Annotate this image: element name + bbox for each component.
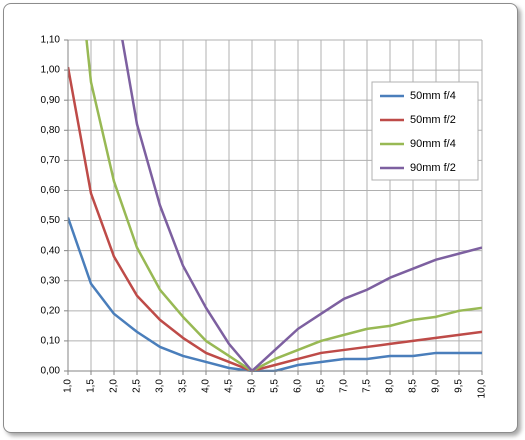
x-tick-label: 3,0	[155, 379, 166, 393]
x-tick-label: 5,5	[270, 379, 281, 393]
x-tick-label: 1,0	[63, 379, 74, 393]
x-tick-label: 1,5	[86, 379, 97, 393]
legend-label: 50mm f/4	[410, 90, 456, 102]
y-tick-label: 0,20	[41, 305, 61, 316]
x-tick-label: 3,5	[178, 379, 189, 393]
y-tick-label: 0,90	[41, 95, 61, 106]
y-tick-label: 0,30	[41, 275, 61, 286]
legend-label: 90mm f/4	[410, 138, 456, 150]
x-tick-label: 2,0	[109, 379, 120, 393]
x-tick-label: 7,0	[339, 379, 350, 393]
x-tick-label: 6,0	[293, 379, 304, 393]
chart-frame	[3, 3, 518, 433]
x-tick-label: 2,5	[132, 379, 143, 393]
y-tick-label: 0,80	[41, 125, 61, 136]
x-tick-label: 9,5	[454, 379, 465, 393]
series-line	[68, 66, 482, 372]
x-tick-label: 8,5	[408, 379, 419, 393]
legend-label: 90mm f/2	[410, 162, 456, 174]
y-tick-label: 1,00	[41, 65, 61, 76]
x-tick-label: 4,0	[201, 379, 212, 393]
y-tick-label: 1,10	[41, 35, 61, 46]
x-tick-label: 9,0	[431, 379, 442, 393]
y-tick-label: 0,00	[41, 366, 61, 377]
x-tick-label: 5,0	[247, 379, 258, 393]
y-tick-label: 0,50	[41, 215, 61, 226]
y-tick-label: 0,10	[41, 336, 61, 347]
axes: 0,00 0,10 0,20 0,30 0,40 0,50 0,60 0,70 0,80 0,90…	[41, 35, 488, 399]
y-tick-label: 0,60	[41, 185, 61, 196]
y-tick-label: 0,40	[41, 245, 61, 256]
x-tick-label: 6,5	[316, 379, 327, 393]
y-tick-label: 0,70	[41, 155, 61, 166]
x-tick-label: 10,0	[477, 379, 488, 399]
legend: 50mm f/4 50mm f/2 90mm f/4 90mm f/2	[371, 81, 479, 181]
legend-label: 50mm f/2	[410, 114, 456, 126]
x-tick-label: 8,0	[385, 379, 396, 393]
series-line	[121, 40, 482, 372]
legend-box	[371, 81, 479, 181]
x-tick-label: 7,5	[362, 379, 373, 393]
series-line	[85, 40, 482, 372]
x-tick-label: 4,5	[224, 379, 235, 393]
plot-lines	[68, 40, 482, 372]
